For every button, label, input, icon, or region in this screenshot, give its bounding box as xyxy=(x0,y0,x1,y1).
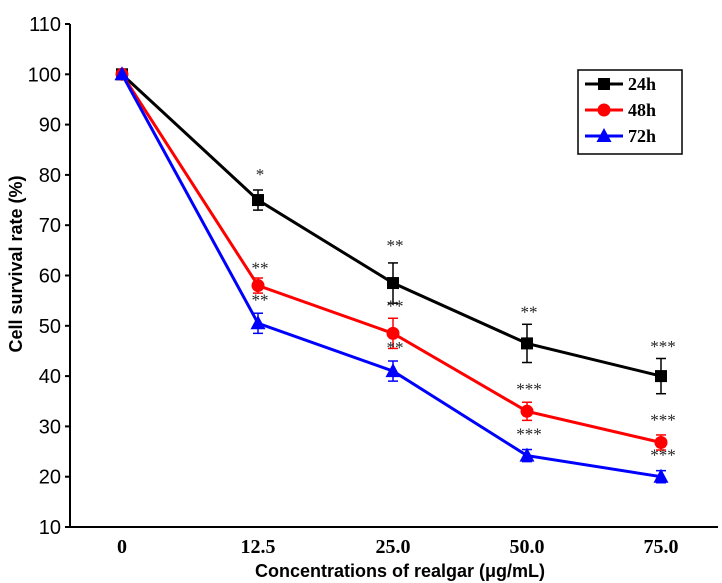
x-tick-label: 50.0 xyxy=(510,536,545,558)
legend-label: 24h xyxy=(628,74,656,94)
data-point-48h xyxy=(251,279,265,293)
significance-label: *** xyxy=(650,337,676,356)
data-point-24h xyxy=(655,370,667,383)
y-tick-label: 90 xyxy=(39,115,61,137)
legend: 24h 48h 72h xyxy=(577,69,683,155)
data-point-48h xyxy=(654,435,668,449)
data-point-48h xyxy=(386,326,400,340)
y-axis-label: Cell survival rate (%) xyxy=(6,175,26,352)
significance-label: ** xyxy=(252,290,269,309)
significance-label: ** xyxy=(387,236,404,255)
significance-label: *** xyxy=(650,446,676,465)
significance-label: *** xyxy=(516,379,542,398)
x-axis-label: Concentrations of realgar (μg/mL) xyxy=(255,561,545,581)
data-point-24h xyxy=(521,337,533,350)
legend-marker-72h xyxy=(596,128,612,142)
significance-label: *** xyxy=(650,410,676,429)
significance-label: * xyxy=(256,165,265,184)
legend-box xyxy=(577,69,683,155)
x-tick-label: 12.5 xyxy=(241,536,276,558)
significance-label: ** xyxy=(521,302,538,321)
y-tick-label: 10 xyxy=(39,517,61,539)
y-tick-label: 50 xyxy=(39,316,61,338)
series-72h: ********** xyxy=(114,66,676,484)
legend-marker-24h xyxy=(598,78,610,90)
legend-label: 48h xyxy=(628,100,656,120)
y-tick-label: 80 xyxy=(39,165,61,187)
data-point-48h xyxy=(520,404,534,418)
legend-marker-48h xyxy=(597,103,611,117)
x-tick-label: 25.0 xyxy=(376,536,411,558)
data-point-72h xyxy=(653,468,669,483)
legend-item-24h: 24h xyxy=(585,74,656,94)
x-tick-label: 0 xyxy=(117,536,127,558)
y-tick-label: 30 xyxy=(39,416,61,438)
x-tick-label: 75.0 xyxy=(644,536,679,558)
x-ticks: 0 12.5 25.0 50.0 75.0 xyxy=(117,536,679,558)
series-48h: ********** xyxy=(115,67,676,451)
legend-item-48h: 48h xyxy=(585,100,656,120)
y-tick-label: 60 xyxy=(39,266,61,288)
significance-label: ** xyxy=(252,259,269,278)
data-point-72h xyxy=(385,363,401,378)
data-point-72h xyxy=(250,315,266,330)
data-point-24h xyxy=(252,194,264,207)
y-tick-label: 40 xyxy=(39,366,61,388)
significance-label: ** xyxy=(387,296,404,315)
data-point-72h xyxy=(519,447,535,462)
data-point-24h xyxy=(387,277,399,290)
legend-item-72h: 72h xyxy=(585,126,656,146)
significance-label: *** xyxy=(516,425,542,444)
y-tick-label: 100 xyxy=(28,64,61,86)
legend-label: 72h xyxy=(628,126,656,146)
significance-label: ** xyxy=(387,338,404,357)
y-ticks: 10 20 30 40 50 60 70 80 90 100 110 xyxy=(28,14,70,539)
y-tick-label: 110 xyxy=(29,14,61,36)
y-tick-label: 20 xyxy=(39,467,61,489)
y-tick-label: 70 xyxy=(39,215,61,237)
data-point-72h xyxy=(114,66,130,81)
series-24h: ******** xyxy=(116,68,676,395)
series-layer: **************************** xyxy=(114,66,676,484)
